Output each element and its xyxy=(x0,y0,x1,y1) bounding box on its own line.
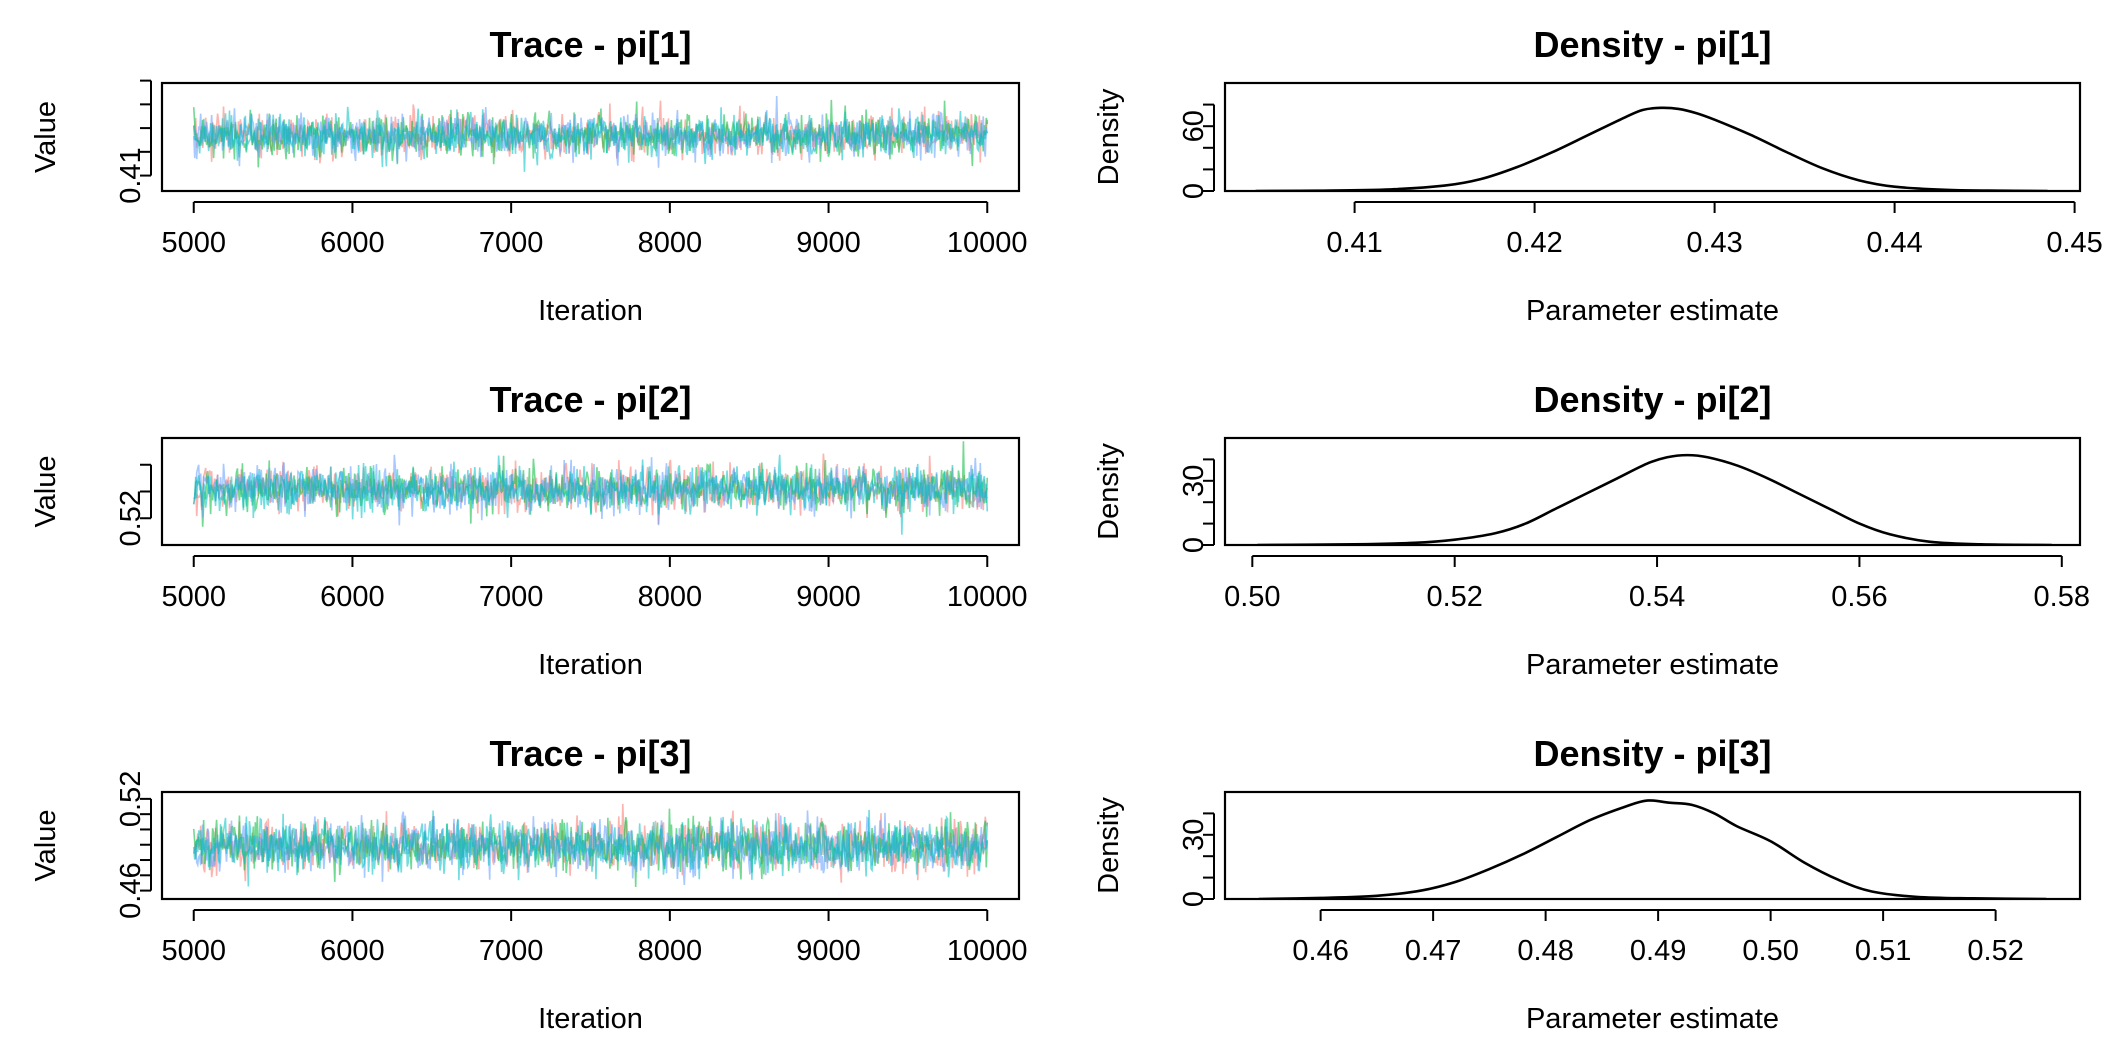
x-tick-label: 0.46 xyxy=(1292,935,1348,967)
x-tick-label: 0.54 xyxy=(1629,581,1685,613)
x-axis-label: Iteration xyxy=(538,1003,643,1035)
plot-frame xyxy=(1223,790,2082,901)
y-tick-label: 0.41 xyxy=(115,147,147,203)
trace-series-4 xyxy=(192,106,989,172)
density-panel-3: 0.46 0.47 0.48 0.49 0.50 0.51 0.52 0 30 Density -… xyxy=(1093,733,2082,1035)
panel-title: Trace - pi[3] xyxy=(489,733,691,774)
density-curve xyxy=(1255,106,2048,191)
x-tick-label: 8000 xyxy=(638,935,703,967)
plot-area xyxy=(192,803,989,888)
x-tick-label: 8000 xyxy=(638,227,703,259)
y-tick-label: 0 xyxy=(1178,891,1210,907)
x-tick-label: 6000 xyxy=(320,581,385,613)
y-axis-label: Value xyxy=(30,809,62,881)
plot-area xyxy=(1257,453,2052,545)
x-tick-label: 5000 xyxy=(161,581,226,613)
x-tick-label: 0.41 xyxy=(1326,227,1382,259)
y-axis-label: Density xyxy=(1093,443,1125,540)
x-axis-label: Iteration xyxy=(538,649,643,681)
x-tick-label: 5000 xyxy=(161,227,226,259)
x-tick-label: 9000 xyxy=(796,581,861,613)
x-tick-label: 6000 xyxy=(320,227,385,259)
x-axis-label: Parameter estimate xyxy=(1526,1003,1779,1035)
x-tick-label: 7000 xyxy=(479,227,544,259)
y-tick-label: 0.46 xyxy=(115,862,147,918)
x-tick-label: 5000 xyxy=(161,935,226,967)
trace-series-4 xyxy=(192,454,989,535)
panel-title: Density - pi[2] xyxy=(1533,379,1771,420)
x-tick-label: 0.47 xyxy=(1405,935,1461,967)
y-tick-label: 0 xyxy=(1178,537,1210,553)
x-tick-label: 0.56 xyxy=(1831,581,1887,613)
trace-panel-2: 5000 6000 7000 8000 9000 10000 0.52 Trace - pi[… xyxy=(30,379,1028,681)
x-axis-label: Parameter estimate xyxy=(1526,295,1779,327)
x-tick-label: 0.51 xyxy=(1855,935,1911,967)
x-axis-label: Iteration xyxy=(538,295,643,327)
panel-title: Trace - pi[2] xyxy=(489,379,691,420)
y-tick-label: 0.52 xyxy=(115,771,147,827)
y-axis-label: Density xyxy=(1093,797,1125,894)
y-tick-label: 30 xyxy=(1178,465,1210,497)
y-tick-label: 30 xyxy=(1178,819,1210,851)
density-panel-1: 0.41 0.42 0.43 0.44 0.45 0 60 Density - pi[1] Pa… xyxy=(1093,24,2103,327)
plot-area xyxy=(192,441,989,535)
x-tick-label: 0.49 xyxy=(1630,935,1686,967)
x-tick-label: 8000 xyxy=(638,581,703,613)
y-tick-label: 0.52 xyxy=(115,490,147,546)
panel-title: Density - pi[3] xyxy=(1533,733,1771,774)
trace-series-4 xyxy=(192,809,989,887)
y-axis-label: Value xyxy=(30,455,62,527)
trace-panel-1: 5000 6000 7000 8000 9000 10000 0.41 Trace - pi[… xyxy=(30,24,1028,327)
plot-area xyxy=(1255,106,2048,191)
plot-area xyxy=(1258,799,2047,899)
plot-frame xyxy=(1223,81,2082,193)
trace-panel-3: 5000 6000 7000 8000 9000 10000 0.46 0.52 Trace -… xyxy=(30,733,1028,1035)
x-tick-label: 0.43 xyxy=(1686,227,1742,259)
plot-area xyxy=(192,96,989,172)
y-axis-label: Value xyxy=(30,101,62,173)
x-tick-label: 10000 xyxy=(947,227,1028,259)
x-tick-label: 10000 xyxy=(947,581,1028,613)
density-curve xyxy=(1258,799,2047,899)
density-panel-2: 0.50 0.52 0.54 0.56 0.58 0 30 Density - pi[2] Pa… xyxy=(1093,379,2090,681)
x-tick-label: 9000 xyxy=(796,227,861,259)
x-tick-label: 6000 xyxy=(320,935,385,967)
x-tick-label: 0.50 xyxy=(1742,935,1798,967)
plot-frame xyxy=(160,790,1021,901)
x-tick-label: 0.52 xyxy=(1426,581,1482,613)
y-tick-label: 0 xyxy=(1178,183,1210,199)
x-tick-label: 0.50 xyxy=(1224,581,1280,613)
y-axis-label: Density xyxy=(1093,88,1125,185)
x-tick-label: 0.58 xyxy=(2034,581,2090,613)
y-tick-label: 60 xyxy=(1178,110,1210,142)
x-tick-label: 0.42 xyxy=(1506,227,1562,259)
x-tick-label: 9000 xyxy=(796,935,861,967)
panel-title: Trace - pi[1] xyxy=(489,24,691,65)
x-tick-label: 0.45 xyxy=(2046,227,2102,259)
density-curve xyxy=(1257,453,2052,545)
x-tick-label: 0.44 xyxy=(1866,227,1922,259)
plot-frame xyxy=(1223,436,2082,547)
x-tick-label: 7000 xyxy=(479,581,544,613)
x-tick-label: 10000 xyxy=(947,935,1028,967)
x-tick-label: 7000 xyxy=(479,935,544,967)
plot-frame xyxy=(160,81,1021,193)
panel-title: Density - pi[1] xyxy=(1533,24,1771,65)
plot-frame xyxy=(160,436,1021,547)
x-tick-label: 0.52 xyxy=(1967,935,2023,967)
x-tick-label: 0.48 xyxy=(1517,935,1573,967)
x-axis-label: Parameter estimate xyxy=(1526,649,1779,681)
